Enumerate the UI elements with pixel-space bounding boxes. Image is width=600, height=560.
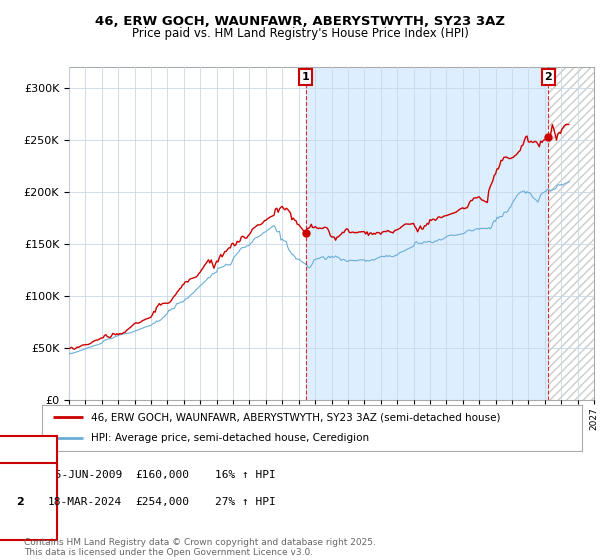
Text: 16% ↑ HPI: 16% ↑ HPI xyxy=(215,469,276,479)
Bar xyxy=(548,67,594,400)
Text: £160,000: £160,000 xyxy=(135,469,189,479)
Text: 2: 2 xyxy=(544,72,552,82)
Text: Contains HM Land Registry data © Crown copyright and database right 2025.
This d: Contains HM Land Registry data © Crown c… xyxy=(24,538,376,557)
Text: 46, ERW GOCH, WAUNFAWR, ABERYSTWYTH, SY23 3AZ: 46, ERW GOCH, WAUNFAWR, ABERYSTWYTH, SY2… xyxy=(95,15,505,28)
Text: 2: 2 xyxy=(16,497,24,507)
Text: 46, ERW GOCH, WAUNFAWR, ABERYSTWYTH, SY23 3AZ (semi-detached house): 46, ERW GOCH, WAUNFAWR, ABERYSTWYTH, SY2… xyxy=(91,412,500,422)
Text: 1: 1 xyxy=(16,469,24,479)
Text: 1: 1 xyxy=(302,72,310,82)
Text: 27% ↑ HPI: 27% ↑ HPI xyxy=(215,497,276,507)
Text: 18-MAR-2024: 18-MAR-2024 xyxy=(48,497,122,507)
Text: 05-JUN-2009: 05-JUN-2009 xyxy=(48,469,122,479)
Text: Price paid vs. HM Land Registry's House Price Index (HPI): Price paid vs. HM Land Registry's House … xyxy=(131,27,469,40)
Bar xyxy=(548,67,594,400)
Text: £254,000: £254,000 xyxy=(135,497,189,507)
Text: HPI: Average price, semi-detached house, Ceredigion: HPI: Average price, semi-detached house,… xyxy=(91,433,369,444)
Bar xyxy=(306,67,548,400)
